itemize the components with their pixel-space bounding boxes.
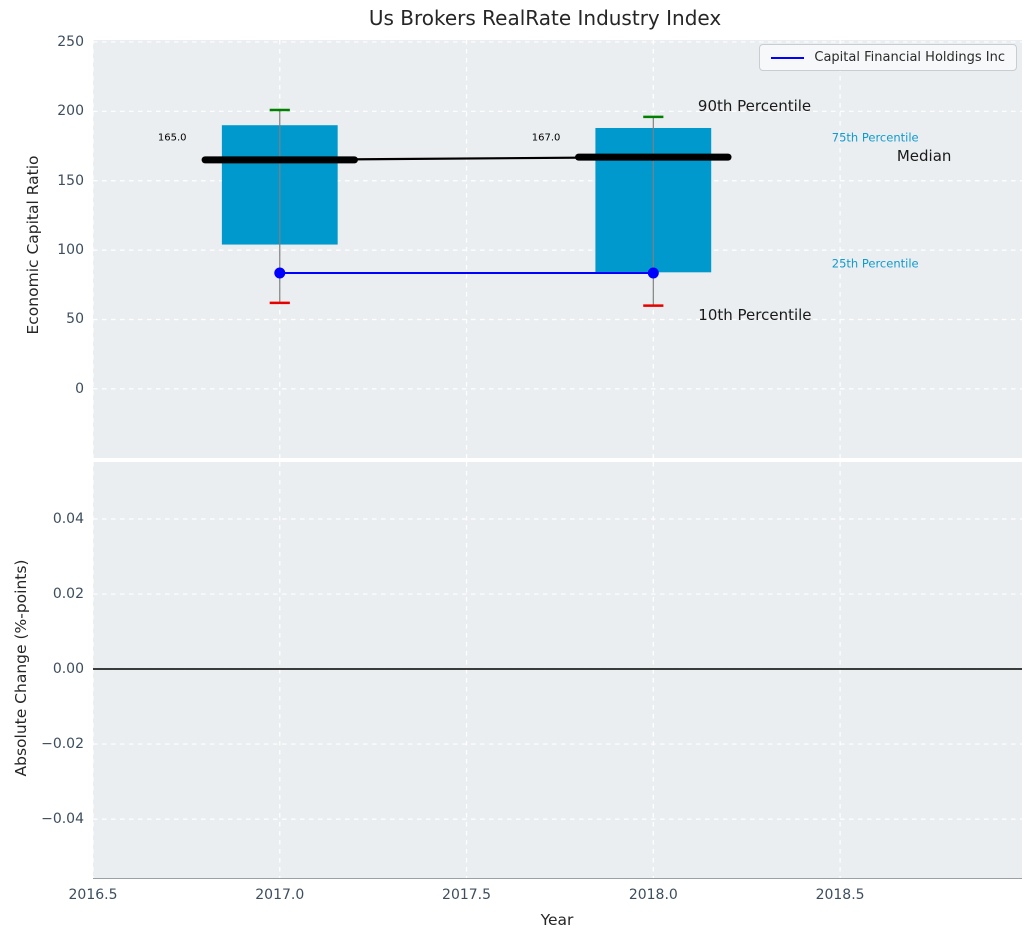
- x-tick-label: 2016.5: [68, 887, 118, 903]
- x-axis-label: Year: [540, 911, 574, 929]
- annotation-10th-percentile: 10th Percentile: [698, 306, 812, 325]
- x-tick-label: 2017.0: [255, 887, 305, 903]
- y-tick-label: 200: [57, 103, 84, 120]
- y-tick-label: 0.02: [52, 586, 84, 603]
- y-tick-label: 250: [57, 33, 84, 50]
- annotation-165-0: 165.0: [157, 132, 187, 144]
- y-tick-label: 0.00: [52, 661, 84, 678]
- y-tick-label: 0: [75, 380, 84, 397]
- chart-title: Us Brokers RealRate Industry Index: [368, 6, 722, 30]
- y-tick-label: 50: [66, 311, 84, 328]
- annotation-75th-percentile: 75th Percentile: [831, 130, 919, 145]
- bottom-axes-canvas: [92, 462, 1022, 878]
- annotation-median: Median: [896, 146, 952, 165]
- y-tick-label: 0.04: [52, 511, 84, 528]
- legend-line-swatch: [771, 56, 805, 59]
- y-tick-label: −0.04: [41, 811, 84, 828]
- annotation-90th-percentile: 90th Percentile: [697, 96, 812, 115]
- annotation-25th-percentile: 25th Percentile: [831, 256, 919, 271]
- y-tick-label: −0.02: [41, 736, 84, 753]
- x-tick-label: 2017.5: [442, 887, 492, 903]
- legend-label: Capital Financial Holdings Inc: [814, 50, 1005, 65]
- y-tick-label: 150: [57, 172, 84, 189]
- annotation-167-0: 167.0: [531, 132, 561, 144]
- x-tick-label: 2018.5: [815, 887, 865, 903]
- y-tick-label: 100: [57, 242, 84, 259]
- legend: Capital Financial Holdings Inc: [759, 44, 1017, 71]
- top-axes: Capital Financial Holdings Inc: [92, 40, 1022, 458]
- bottom-axes: [92, 462, 1022, 879]
- top-axes-canvas: [92, 40, 1022, 458]
- x-tick-label: 2018.0: [628, 887, 678, 903]
